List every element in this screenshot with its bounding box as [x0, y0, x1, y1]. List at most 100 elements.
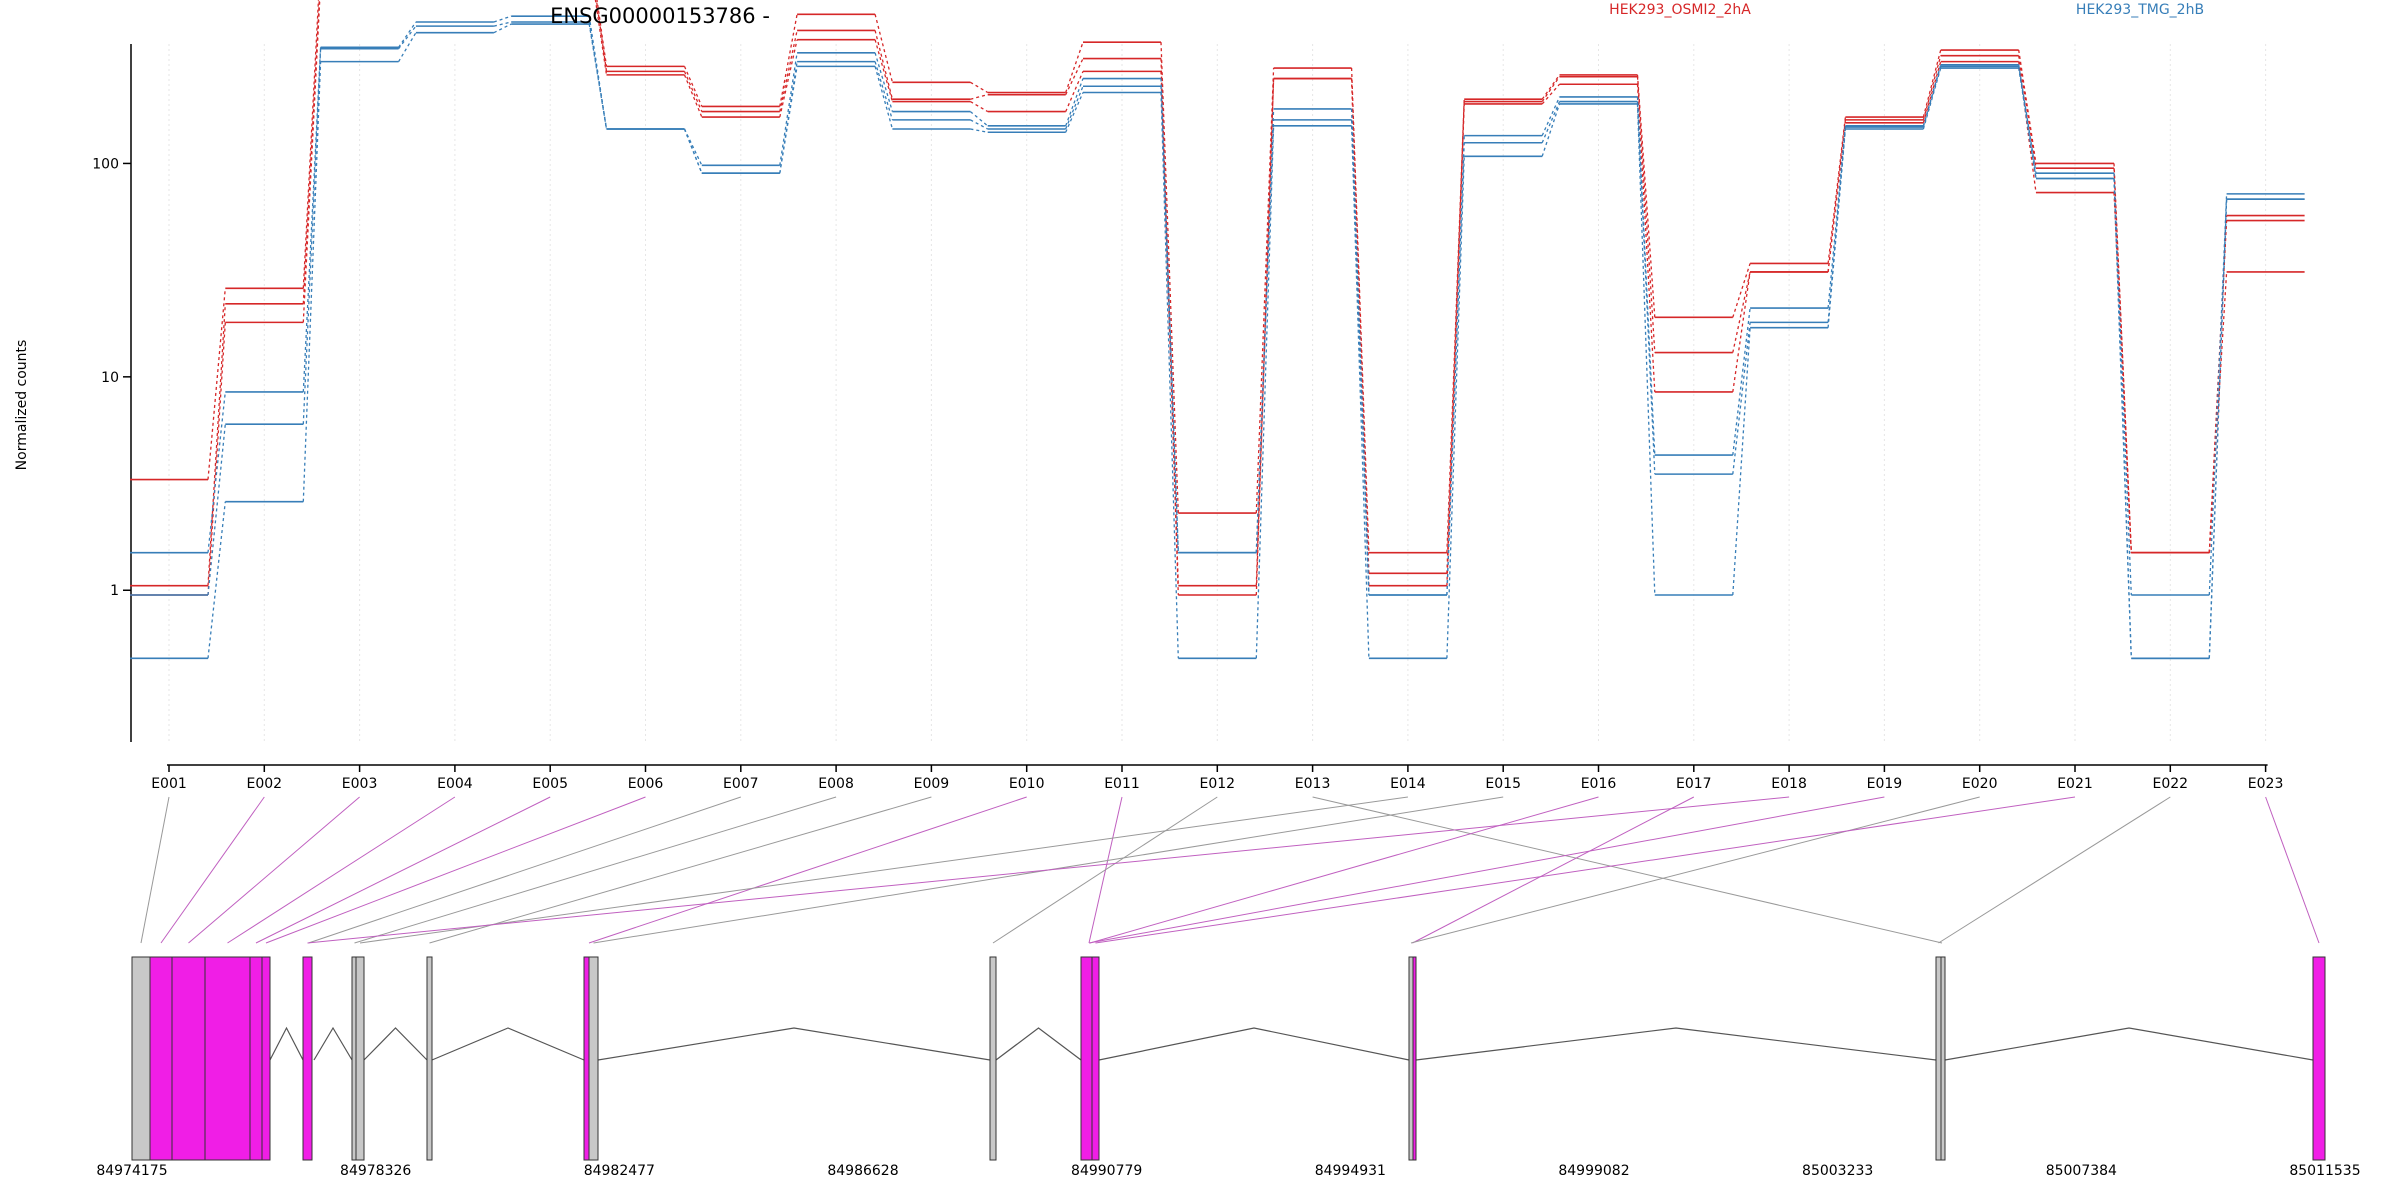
series-1-1-connector-E014 [1446, 142, 1465, 596]
connector-E018 [307, 796, 1790, 944]
x-tick-label-E001: E001 [151, 776, 187, 792]
series-0-1-connector-E017 [1732, 271, 1751, 353]
series-0-0-connector-E002 [302, 0, 320, 289]
x-tick-label-E023: E023 [2248, 776, 2284, 792]
chart-title: ENSG00000153786 - [550, 4, 770, 28]
connector-E003 [188, 796, 360, 944]
series-1-1-connector-E005 [588, 21, 608, 130]
series-0-0-connector-E006 [683, 66, 703, 107]
genome-tick-label: 84982477 [584, 1163, 655, 1179]
series-0-0-connector-E016 [1636, 74, 1656, 318]
x-tick-label-E012: E012 [1200, 776, 1236, 792]
connector-E008 [354, 796, 837, 944]
series-1-2-connector-E021 [2113, 178, 2132, 659]
series-0-0-connector-E009 [970, 81, 989, 94]
genome-tick-label: 84986628 [827, 1163, 898, 1179]
x-tick-label-E022: E022 [2153, 776, 2189, 792]
intron-0 [269, 1026, 304, 1061]
x-tick-label-E011: E011 [1104, 776, 1140, 792]
x-tick-label-E004: E004 [437, 776, 473, 792]
x-tick-label-E005: E005 [532, 776, 568, 792]
series-1-2-connector-E002 [302, 61, 322, 502]
exon-box-E022 [1935, 956, 1942, 1161]
series-1-2-connector-E012 [1255, 125, 1275, 659]
series-0-1-connector-E006 [683, 71, 703, 112]
x-tick-label-E007: E007 [723, 776, 759, 792]
series-1-0-connector-E008 [874, 52, 894, 112]
series-1-0-connector-E020 [2018, 64, 2037, 174]
text-layer: ENSG00000153786 - HEK293_OSMI2_2hA HEK29… [14, 2, 2204, 470]
series-1-1-connector-E004 [493, 21, 512, 27]
y-tick-label: 100 [92, 156, 119, 172]
x-tick-label-E016: E016 [1581, 776, 1617, 792]
genome-tick-label: 84978326 [340, 1163, 411, 1179]
lines-layer [130, 0, 2305, 660]
intron-5 [995, 1027, 1082, 1061]
series-1-1-connector-E001 [207, 424, 226, 596]
connector-E009 [429, 796, 932, 944]
series-1-0-connector-E010 [1065, 78, 1084, 127]
gene-model: 84974175 84978326 84982477 84986628 84990779… [96, 956, 2361, 1179]
connector-E021 [1095, 796, 2076, 944]
connector-E004 [227, 796, 456, 944]
intron-6 [1098, 1027, 1410, 1061]
x-tick-label-E010: E010 [1009, 776, 1045, 792]
exon-box-E014 [355, 956, 365, 1161]
exon-box-E015 [588, 956, 599, 1161]
series-0-2-connector-E018 [1827, 122, 1847, 273]
exon-box-E005 [249, 956, 263, 1161]
series-1-0-connector-E011 [1160, 78, 1179, 553]
exon-box-E009 [426, 956, 433, 1161]
series-0-1-connector-E005 [595, 0, 608, 72]
series-1-0-connector-E009 [969, 111, 989, 127]
series-1-2-connector-E010 [1065, 92, 1084, 133]
series-1-2-connector-E008 [874, 66, 894, 130]
series-0-2-connector-E019 [1922, 61, 1942, 124]
genome-tick-label: 84999082 [1558, 1163, 1629, 1179]
genome-tick-label: 84994931 [1315, 1163, 1386, 1179]
series-1-2-connector-E022 [2208, 199, 2228, 659]
series-0-0-connector-E005 [596, 0, 608, 67]
series-1-2-connector-E014 [1446, 156, 1465, 659]
connector-E012 [992, 796, 1218, 944]
series-1-0-connector-E022 [2208, 193, 2228, 596]
connector-E019 [1088, 796, 1885, 944]
series-1-2-connector-E009 [970, 128, 988, 133]
series-1-2-connector-E017 [1732, 327, 1751, 596]
series-0-0-connector-E018 [1827, 116, 1847, 264]
series-1-1-connector-E019 [1922, 66, 1942, 128]
series-1-1-connector-E002 [302, 48, 322, 425]
legend-entry-osmi2: HEK293_OSMI2_2hA [1609, 2, 1751, 18]
y-tick-label: 10 [101, 370, 119, 386]
connector-E010 [588, 796, 1027, 944]
series-1-0-connector-E005 [588, 16, 608, 130]
connector-E006 [265, 796, 646, 944]
x-tick-label-E018: E018 [1771, 776, 1807, 792]
series-0-1-connector-E001 [207, 303, 226, 586]
connector-E016 [1089, 796, 1599, 944]
x-tick-label-E017: E017 [1676, 776, 1712, 792]
genome-tick-label: 84990779 [1071, 1163, 1142, 1179]
series-0-2-connector-E005 [594, 0, 608, 75]
series-1-0-connector-E017 [1732, 308, 1751, 456]
series-0-0-connector-E011 [1160, 42, 1179, 514]
series-0-0-connector-E007 [779, 14, 798, 107]
series-1-0-connector-E004 [493, 15, 512, 23]
series-0-1-connector-E009 [970, 94, 988, 100]
series-0-2-connector-E009 [970, 100, 989, 113]
intron-7 [1415, 1027, 1937, 1061]
x-tick-label-E020: E020 [1962, 776, 1998, 792]
x-tick-label-E009: E009 [914, 776, 950, 792]
genome-tick-label: 85007384 [2046, 1163, 2117, 1179]
series-1-1-connector-E008 [874, 61, 894, 121]
series-0-2-connector-E008 [874, 39, 894, 102]
exon-box-E003 [171, 956, 206, 1161]
series-1-0-connector-E021 [2113, 173, 2132, 596]
connector-layer [140, 796, 2320, 944]
series-0-1-connector-E016 [1636, 76, 1656, 353]
series-0-0-connector-E001 [207, 288, 226, 480]
connector-E002 [160, 796, 265, 944]
exon-box-E002 [149, 956, 173, 1161]
series-1-2-connector-E006 [683, 128, 703, 174]
